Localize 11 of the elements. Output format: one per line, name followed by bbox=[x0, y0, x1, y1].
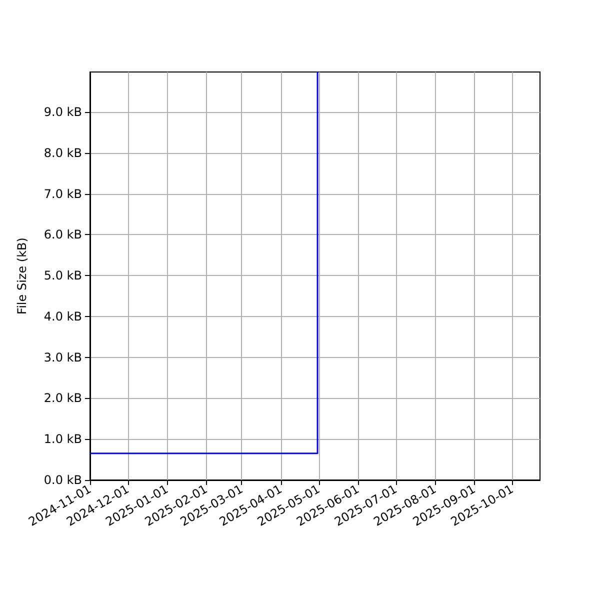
y-tick-label: 8.0 kB bbox=[44, 146, 82, 160]
y-tick-label: 3.0 kB bbox=[44, 350, 82, 364]
y-tick-label: 2.0 kB bbox=[44, 391, 82, 406]
y-tick-label: 1.0 kB bbox=[44, 432, 82, 446]
y-tick-label: 4.0 kB bbox=[44, 309, 82, 324]
y-tick-label: 0.0 kB bbox=[44, 473, 82, 487]
y-axis-title: File Size (kB) bbox=[15, 238, 29, 314]
y-tick-label: 6.0 kB bbox=[44, 228, 82, 242]
y-tick-label: 5.0 kB bbox=[44, 268, 82, 283]
y-tick-label: 7.0 kB bbox=[44, 186, 82, 201]
y-tick-label: 9.0 kB bbox=[44, 105, 82, 120]
